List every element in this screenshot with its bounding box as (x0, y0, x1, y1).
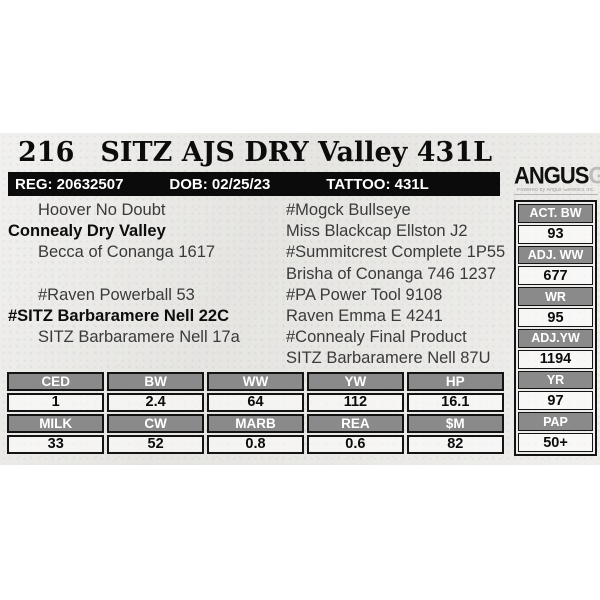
epd-header-dollar-m: $M (406, 414, 504, 433)
pedigree-line: #Summitcrest Complete 1P55 (286, 243, 506, 262)
registration-bar: REG: 20632507 DOB: 02/25/23 TATTOO: 431L (8, 172, 500, 196)
stat-label-wr: WR (518, 287, 593, 307)
lot-number: 216 (18, 137, 75, 168)
stat-value-wr: 95 (518, 308, 593, 327)
angus-gs-logo: ANGUSGS Powered by Angus Genetics Inc. (514, 164, 600, 195)
dob: DOB: 02/25/23 (169, 175, 271, 193)
pedigree-line: Brisha of Conanga 746 1237 (286, 264, 497, 283)
stat-label-pap: PAP (518, 412, 593, 432)
epd-value-cw: 52 (106, 435, 205, 454)
epd-value-hp: 16.1 (406, 393, 504, 412)
stat-label-yr: YR (518, 370, 593, 390)
performance-sidebar: ACT. BW 93 ADJ. WW 677 WR 95 ADJ.YW 1194… (514, 200, 597, 456)
pedigree-grid: Hoover No Doubt #Mogck Bullseye Connealy… (8, 200, 506, 370)
reg-number: REG: 20632507 (15, 175, 124, 193)
epd-header-hp: HP (406, 372, 504, 391)
epd-header-ced: CED (7, 372, 105, 391)
gs-wordmark-text: GS (588, 162, 600, 189)
epd-header-cw: CW (106, 414, 205, 433)
epd-value-ww: 64 (206, 393, 305, 412)
epd-table: CED BW WW YW HP 1 2.4 64 112 16.1 MILK C… (7, 372, 504, 454)
stat-label-adj-ww: ADJ. WW (518, 245, 593, 265)
epd-value-bw: 2.4 (106, 393, 205, 412)
stat-value-adj-ww: 677 (518, 266, 593, 286)
pedigree-line: SITZ Barbaramere Nell 87U (286, 349, 491, 368)
stat-value-act-bw: 93 (518, 224, 593, 244)
epd-value-marb: 0.8 (206, 435, 305, 454)
stat-value-pap: 50+ (518, 433, 593, 452)
pedigree-line: #PA Power Tool 9108 (286, 285, 443, 304)
pedigree-line: #Connealy Final Product (286, 328, 467, 347)
epd-value-milk: 33 (7, 435, 105, 454)
epd-value-rea: 0.6 (306, 435, 405, 454)
stat-label-act-bw: ACT. BW (518, 204, 593, 223)
stat-label-adj-yw: ADJ.YW (518, 328, 593, 348)
pedigree-line: Miss Blackcap Ellston J2 (286, 222, 468, 241)
epd-header-ww: WW (206, 372, 305, 391)
angus-gs-tagline: Powered by Angus Genetics Inc. (514, 188, 598, 195)
epd-value-ced: 1 (7, 393, 105, 412)
epd-header-rea: REA (306, 414, 405, 433)
pedigree-line: SITZ Barbaramere Nell 17a (38, 328, 240, 347)
pedigree-line: #Mogck Bullseye (286, 201, 411, 219)
pedigree-line: #Raven Powerball 53 (38, 285, 195, 304)
dam-name: #SITZ Barbaramere Nell 22C (8, 306, 230, 325)
pedigree-line: Raven Emma E 4241 (286, 306, 443, 325)
epd-header-milk: MILK (7, 414, 105, 433)
pedigree-line: Hoover No Doubt (38, 201, 166, 219)
sire-name: Connealy Dry Valley (8, 222, 166, 241)
stat-value-yr: 97 (518, 391, 593, 411)
angus-wordmark-text: ANGUS (514, 161, 589, 189)
pedigree-line-empty (8, 264, 286, 285)
tattoo: TATTOO: 431L (326, 175, 429, 193)
pedigree-line: Becca of Conanga 1617 (38, 243, 216, 262)
lot-title: 216 SITZ AJS DRY Valley 431L (18, 137, 498, 168)
epd-value-yw: 112 (306, 393, 405, 412)
stat-value-adj-yw: 1194 (518, 349, 593, 369)
epd-header-bw: BW (106, 372, 205, 391)
animal-name: SITZ AJS DRY Valley 431L (100, 137, 493, 168)
angus-gs-wordmark: ANGUSGS (514, 164, 600, 188)
epd-value-dollar-m: 82 (406, 435, 504, 454)
epd-header-yw: YW (306, 372, 405, 391)
epd-header-marb: MARB (206, 414, 305, 433)
pedigree-line-empty (8, 348, 286, 369)
